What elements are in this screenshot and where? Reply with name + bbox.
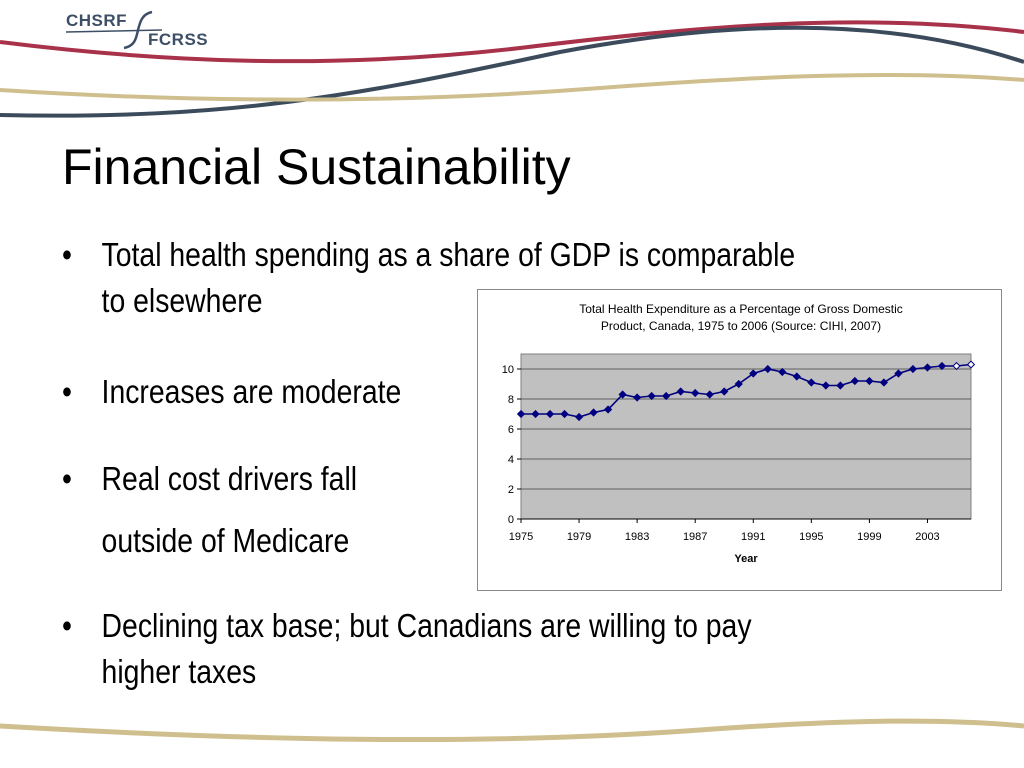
x-tick-label: 1983 bbox=[625, 531, 649, 543]
line-chart: Total Health Expenditure as a Percentage… bbox=[502, 302, 976, 565]
bullet-text-continued: outside of Medicare bbox=[101, 522, 350, 559]
data-point bbox=[807, 378, 816, 387]
data-point bbox=[720, 387, 729, 396]
bullet-text: Total health spending as a share of GDP … bbox=[101, 236, 796, 273]
data-point bbox=[894, 369, 903, 378]
y-tick-label: 6 bbox=[508, 424, 514, 436]
x-tick-label: 2003 bbox=[915, 531, 939, 543]
x-tick-label: 1991 bbox=[741, 531, 765, 543]
data-point bbox=[603, 405, 613, 414]
slide-title: Financial Sustainability bbox=[62, 139, 571, 195]
data-point bbox=[560, 409, 569, 419]
data-point bbox=[836, 381, 845, 390]
logo-f-mark-icon bbox=[65, 10, 163, 50]
chart-title-line: Total Health Expenditure as a Percentage… bbox=[579, 302, 903, 316]
data-point bbox=[691, 388, 700, 398]
data-point bbox=[749, 369, 758, 378]
footer-swoosh-decoration bbox=[0, 718, 1024, 743]
logo-bottom-text: FCRSS bbox=[148, 30, 209, 49]
data-point bbox=[778, 367, 787, 377]
data-point bbox=[531, 409, 540, 419]
data-point bbox=[937, 361, 947, 371]
swoosh-slate bbox=[0, 25, 1024, 118]
bullet-dot: • bbox=[62, 460, 72, 497]
footer-swoosh-tan bbox=[0, 718, 1024, 743]
bullet-dot: • bbox=[62, 236, 72, 273]
organization-logo: CHSRF FCRSS bbox=[62, 8, 209, 50]
bullet-text-continued: to elsewhere bbox=[101, 282, 263, 319]
data-point bbox=[705, 390, 714, 399]
data-point bbox=[633, 393, 642, 402]
x-tick-label: 1999 bbox=[857, 531, 881, 543]
data-point bbox=[618, 390, 627, 399]
bullet-text-continued: higher taxes bbox=[101, 653, 257, 690]
data-point bbox=[516, 409, 526, 419]
data-point bbox=[792, 372, 801, 381]
logo-top-text: CHSRF bbox=[66, 11, 128, 30]
data-point bbox=[923, 363, 932, 372]
data-point bbox=[662, 391, 671, 401]
bullet-text: Increases are moderate bbox=[101, 373, 402, 410]
y-tick-label: 0 bbox=[508, 514, 514, 526]
x-axis-label: Year bbox=[734, 553, 758, 565]
bullet-dot: • bbox=[62, 607, 72, 644]
data-point bbox=[952, 361, 961, 371]
plot-area bbox=[520, 353, 972, 520]
data-point bbox=[821, 381, 830, 390]
data-point bbox=[966, 360, 976, 369]
data-point bbox=[574, 412, 584, 422]
data-point bbox=[734, 379, 743, 389]
y-tick-label: 10 bbox=[502, 364, 514, 376]
y-tick-label: 8 bbox=[508, 394, 514, 406]
data-point bbox=[865, 376, 874, 386]
bullet-text: Real cost drivers fall bbox=[101, 460, 358, 497]
x-tick-label: 1987 bbox=[683, 531, 707, 543]
bullet-dot: • bbox=[62, 373, 72, 410]
data-point bbox=[850, 376, 859, 386]
y-tick-label: 4 bbox=[508, 454, 514, 466]
data-point bbox=[763, 364, 772, 374]
data-point bbox=[676, 387, 685, 396]
data-point bbox=[589, 408, 598, 417]
data-point bbox=[908, 364, 918, 374]
swoosh-red bbox=[0, 20, 1024, 64]
x-tick-label: 1995 bbox=[799, 531, 823, 543]
chart-title-line: Product, Canada, 1975 to 2006 (Source: C… bbox=[601, 319, 881, 333]
data-point bbox=[647, 391, 656, 401]
data-point bbox=[879, 378, 889, 387]
x-tick-label: 1979 bbox=[567, 531, 591, 543]
x-tick-label: 1975 bbox=[509, 531, 533, 543]
header-swoosh-decoration bbox=[0, 20, 1024, 118]
y-tick-label: 2 bbox=[508, 484, 514, 496]
chart-panel: Total Health Expenditure as a Percentage… bbox=[477, 289, 1002, 591]
bullet-text: Declining tax base; but Canadians are wi… bbox=[101, 607, 752, 644]
swoosh-tan bbox=[0, 72, 1024, 102]
data-point bbox=[545, 409, 555, 419]
